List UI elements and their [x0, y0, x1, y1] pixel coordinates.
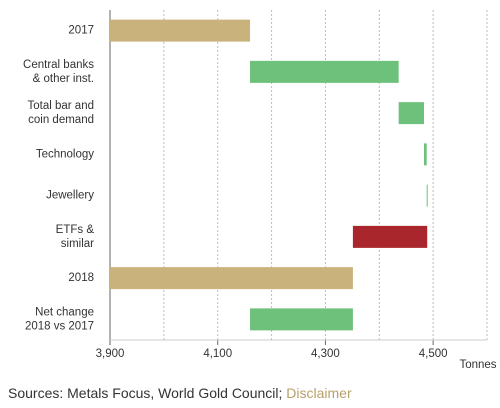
y-tick-label: 2018 vs 2017 [25, 320, 94, 332]
sources: Sources: Metals Focus, World Gold Counci… [8, 385, 283, 401]
bar [250, 308, 353, 331]
y-tick-label: Jewellery [46, 190, 94, 202]
x-tick-label: 4,100 [203, 348, 232, 360]
x-tick-label: 4,300 [311, 348, 340, 360]
y-tick-label: & other inst. [33, 73, 94, 85]
bar [352, 225, 428, 248]
x-tick-label: 4,500 [419, 348, 448, 360]
y-tick-label: coin demand [28, 114, 94, 126]
bar [423, 143, 427, 166]
bar [426, 184, 428, 207]
y-tick-label: 2017 [68, 25, 94, 37]
x-tick-label: 3,900 [96, 348, 125, 360]
x-axis-label: Tonnes [459, 359, 496, 371]
y-tick-label: similar [61, 238, 94, 250]
y-tick-label: 2018 [68, 272, 94, 284]
bar [110, 19, 251, 42]
y-tick-label: ETFs & [56, 224, 95, 236]
bar [398, 102, 424, 125]
footer: Sources: Metals Focus, World Gold Counci… [8, 385, 352, 401]
y-tick-label: Technology [36, 148, 94, 160]
y-tick-label: Central banks [23, 59, 94, 71]
bar [110, 267, 353, 290]
y-tick-label: Total bar and [28, 100, 95, 112]
bar [250, 60, 399, 83]
y-tick-label: Net change [35, 306, 94, 318]
chart: Tonnes 3,900 4,100 4,300 4,500 2017 Central b… [23, 10, 497, 371]
disclaimer-link[interactable]: Disclaimer [286, 385, 352, 401]
